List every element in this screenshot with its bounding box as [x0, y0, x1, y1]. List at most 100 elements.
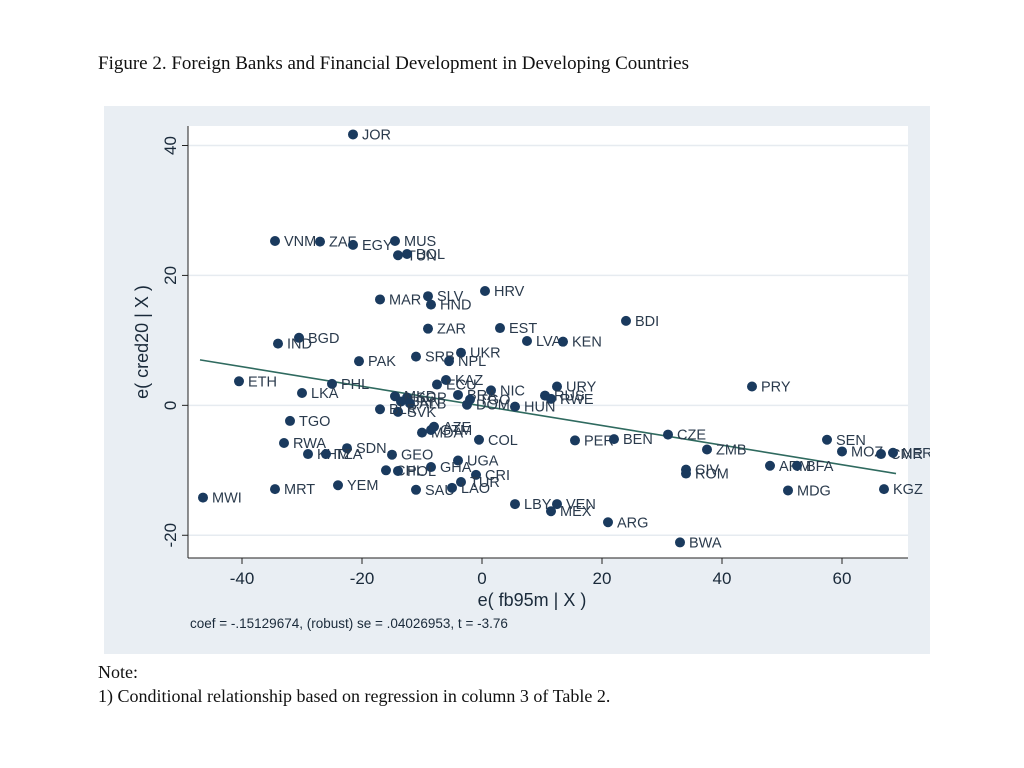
point-label-bgd: BGD	[308, 331, 339, 347]
data-point-col	[474, 434, 484, 445]
data-point-phl	[327, 378, 337, 389]
point-label-rwa: RWA	[293, 436, 326, 452]
note-label: Note:	[98, 662, 138, 682]
data-point-lby	[510, 499, 520, 510]
data-point-sen	[822, 434, 832, 445]
point-label-tgo: TGO	[479, 392, 510, 408]
regression-line	[199, 359, 897, 475]
point-label-mrt: MRT	[284, 482, 315, 498]
data-point-bwa	[675, 537, 685, 548]
data-point-mda	[417, 427, 427, 438]
data-point-ury	[552, 381, 562, 392]
data-point-bfa	[792, 460, 802, 471]
point-label-est: EST	[509, 321, 537, 337]
data-point-npl	[444, 356, 454, 367]
point-label-ind: IND	[287, 337, 312, 353]
point-label-ukr: UKR	[470, 346, 501, 362]
point-label-col: COL	[488, 433, 518, 449]
figure-title: Figure 2. Foreign Banks and Financial De…	[98, 53, 690, 74]
point-label-lao: LAO	[461, 481, 490, 497]
point-label-bfa: BFA	[806, 459, 834, 475]
data-point-svk	[393, 406, 403, 417]
point-label-rom: ROM	[695, 467, 729, 483]
data-point-cmr	[876, 449, 886, 460]
data-point-per	[570, 435, 580, 446]
data-point-tza	[321, 449, 331, 460]
data-point-lao	[447, 482, 457, 493]
point-label-cze: CZE	[677, 428, 706, 444]
data-point-kaz	[441, 375, 451, 386]
data-point-zaf	[315, 236, 325, 247]
data-point-slv	[423, 291, 433, 302]
point-label-egy: EGY	[362, 238, 393, 254]
note-text: 1) Conditional relationship based on reg…	[98, 686, 611, 706]
point-label-vnm: VNM	[284, 234, 316, 250]
y-axis-label: e( cred20 | X )	[132, 285, 152, 399]
point-label-ken: KEN	[572, 335, 602, 351]
x-tick-label: 0	[477, 569, 486, 588]
data-point-bgd	[294, 332, 304, 343]
chart-panel: -40 -20 0 20 40 60 -20 0 20 40 JOR VNM ZAF EGY MUS TUN…	[104, 106, 930, 654]
data-point-bdi	[621, 315, 631, 326]
data-point-khm	[303, 449, 313, 460]
data-point-mar	[375, 294, 385, 305]
x-tick-label: 40	[713, 569, 732, 588]
data-point-gha	[426, 462, 436, 473]
point-label-tun: TUN	[407, 248, 437, 264]
data-point-cri	[471, 469, 481, 480]
data-point-tun	[393, 250, 403, 261]
data-point-est	[495, 323, 505, 334]
point-label-ben: BEN	[623, 432, 653, 448]
point-label-ury: URY	[566, 379, 597, 395]
point-label-chl: CHL	[395, 463, 424, 479]
data-point-lka	[297, 387, 307, 398]
point-label-mwi: MWI	[212, 491, 242, 507]
y-tick-label: -20	[161, 523, 180, 548]
data-point-bol	[402, 248, 412, 259]
data-point-kgz	[879, 484, 889, 495]
point-label-lka: LKA	[311, 386, 339, 402]
data-point-dom	[462, 399, 472, 410]
point-label-lva: LVA	[536, 334, 562, 350]
point-label-uga: UGA	[467, 454, 499, 470]
data-point-tgo	[285, 415, 295, 426]
data-point-sdn	[342, 443, 352, 454]
point-label-blr: BLR	[389, 402, 417, 418]
data-point-moz	[837, 446, 847, 457]
data-point-egy	[348, 239, 358, 250]
point-label-civ: CIV	[695, 463, 720, 479]
point-label-tgo: TGO	[299, 414, 330, 430]
y-tick-label: 20	[161, 266, 180, 285]
data-point-hrv	[480, 286, 490, 297]
data-point-bra	[453, 389, 463, 400]
point-label-bol: BOL	[416, 247, 445, 263]
point-label-zmb: ZMB	[716, 443, 747, 459]
data-point-alb	[405, 398, 415, 409]
data-point-srb	[411, 351, 421, 362]
point-label-slv: SLV	[437, 289, 464, 305]
point-label-cmr: CMR	[890, 447, 923, 463]
data-point-ukr	[456, 347, 466, 358]
data-point-eth	[234, 376, 244, 387]
point-label-sdn: SDN	[356, 441, 387, 457]
point-label-ecu: ECU	[446, 378, 477, 394]
regression-caption: coef = -.15129674, (robust) se = .040269…	[190, 616, 508, 631]
point-label-dom: DOM	[476, 398, 510, 414]
axes: -40 -20 0 20 40 60 -20 0 20 40	[161, 126, 908, 588]
point-label-kaz: KAZ	[455, 373, 483, 389]
data-point-pol	[393, 465, 403, 476]
point-label-sen: SEN	[836, 433, 866, 449]
point-label-npl: NPL	[458, 354, 486, 370]
data-point-pak	[354, 356, 364, 367]
y-tick-label: 0	[161, 401, 180, 410]
data-point-blr	[375, 404, 385, 415]
point-label-alb: ALB	[419, 396, 446, 412]
point-label-per: PER	[584, 433, 614, 449]
point-label-ner: NER	[902, 446, 930, 462]
point-label-tur: TUR	[470, 475, 500, 491]
data-point-mdg	[783, 485, 793, 496]
point-label-hrv: HRV	[494, 284, 525, 300]
data-point-arm	[765, 460, 775, 471]
point-label-sgp: SGP	[416, 391, 447, 407]
